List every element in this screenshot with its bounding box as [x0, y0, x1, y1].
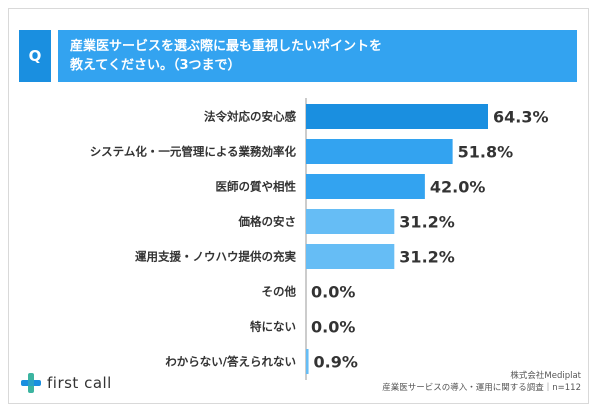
question-text: 産業医サービスを選ぶ際に最も重視したいポイントを 教えてください。（3つまで） — [58, 30, 577, 82]
category-label: 価格の安さ — [238, 215, 297, 229]
source-company: 株式会社Mediplat — [510, 371, 581, 381]
bar — [306, 139, 453, 164]
category-label: 医師の質や相性 — [216, 180, 297, 194]
value-label: 31.2% — [399, 213, 455, 232]
category-label: その他 — [262, 285, 297, 299]
category-label: システム化・一元管理による業務効率化 — [90, 145, 297, 159]
bar — [306, 104, 488, 129]
question-line-2: 教えてください。（3つまで） — [70, 58, 241, 73]
question-line-1: 産業医サービスを選ぶ際に最も重視したいポイントを — [70, 39, 383, 54]
category-label: 特にない — [250, 320, 296, 334]
logo-text: first call — [47, 374, 112, 392]
question-label: Q — [19, 30, 51, 82]
bar — [306, 349, 309, 374]
value-label: 51.8% — [458, 143, 514, 162]
value-label: 0.0% — [311, 318, 355, 337]
value-label: 0.0% — [311, 283, 355, 302]
category-label: わからない/答えられない — [165, 355, 296, 369]
plus-cross-icon — [21, 373, 41, 393]
category-label: 法令対応の安心感 — [204, 110, 296, 124]
value-label: 0.9% — [314, 353, 358, 372]
source-survey: 産業医サービスの導入・運用に関する調査｜n=112 — [382, 383, 581, 393]
source-note: 株式会社Mediplat 産業医サービスの導入・運用に関する調査｜n=112 — [382, 370, 581, 394]
logo: first call — [20, 372, 112, 394]
bar — [306, 174, 425, 199]
category-label: 運用支援・ノウハウ提供の充実 — [135, 250, 296, 264]
bar — [306, 209, 395, 234]
value-label: 42.0% — [430, 178, 486, 197]
bar — [306, 244, 395, 269]
value-label: 31.2% — [399, 248, 455, 267]
value-label: 64.3% — [493, 108, 549, 127]
